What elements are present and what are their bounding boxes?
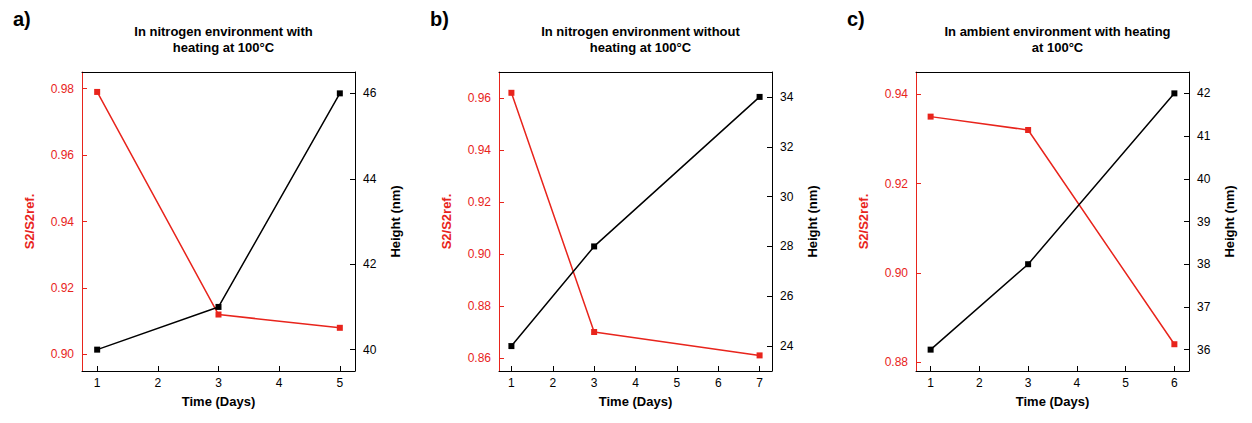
- svg-text:Time (Days): Time (Days): [1016, 394, 1089, 409]
- svg-text:5: 5: [336, 376, 343, 390]
- svg-text:7: 7: [756, 376, 763, 390]
- svg-text:5: 5: [674, 376, 681, 390]
- svg-text:38: 38: [1197, 257, 1211, 271]
- svg-text:0.90: 0.90: [468, 247, 492, 261]
- svg-text:26: 26: [780, 289, 794, 303]
- svg-text:In nitrogen environment withou: In nitrogen environment without: [541, 24, 740, 39]
- svg-text:37: 37: [1197, 300, 1211, 314]
- svg-text:a): a): [13, 8, 31, 30]
- svg-text:heating at 100°C: heating at 100°C: [590, 40, 692, 55]
- svg-text:0.90: 0.90: [885, 266, 909, 280]
- svg-text:0.96: 0.96: [51, 148, 75, 162]
- svg-text:6: 6: [715, 376, 722, 390]
- svg-text:heating at 100°C: heating at 100°C: [173, 40, 275, 55]
- svg-text:0.92: 0.92: [51, 281, 75, 295]
- svg-text:6: 6: [1171, 376, 1178, 390]
- svg-text:4: 4: [632, 376, 639, 390]
- svg-text:Height (nm): Height (nm): [805, 185, 820, 257]
- svg-text:Height (nm): Height (nm): [1222, 185, 1237, 257]
- svg-text:40: 40: [363, 343, 377, 357]
- svg-text:3: 3: [591, 376, 598, 390]
- svg-text:Height (nm): Height (nm): [388, 185, 403, 257]
- svg-text:0.96: 0.96: [468, 91, 492, 105]
- svg-text:b): b): [430, 8, 449, 30]
- svg-text:41: 41: [1197, 129, 1211, 143]
- svg-text:36: 36: [1197, 343, 1211, 357]
- svg-text:at 100°C: at 100°C: [1032, 40, 1084, 55]
- svg-text:0.90: 0.90: [51, 347, 75, 361]
- svg-text:In ambient environment with he: In ambient environment with heating: [944, 24, 1170, 39]
- svg-text:0.94: 0.94: [885, 87, 909, 101]
- svg-text:Time (Days): Time (Days): [182, 394, 255, 409]
- svg-text:2: 2: [154, 376, 161, 390]
- svg-text:2: 2: [976, 376, 983, 390]
- svg-text:1: 1: [927, 376, 934, 390]
- svg-text:0.92: 0.92: [885, 177, 909, 191]
- svg-text:S2/S2ref.: S2/S2ref.: [22, 194, 37, 250]
- svg-text:0.86: 0.86: [468, 351, 492, 365]
- svg-text:42: 42: [1197, 86, 1211, 100]
- svg-text:1: 1: [94, 376, 101, 390]
- svg-text:0.88: 0.88: [885, 355, 909, 369]
- svg-text:S2/S2ref.: S2/S2ref.: [856, 194, 871, 250]
- svg-text:0.94: 0.94: [468, 143, 492, 157]
- svg-text:0.88: 0.88: [468, 299, 492, 313]
- svg-text:In nitrogen environment with: In nitrogen environment with: [134, 24, 312, 39]
- svg-text:40: 40: [1197, 172, 1211, 186]
- svg-text:4: 4: [1074, 376, 1081, 390]
- svg-text:c): c): [847, 8, 865, 30]
- svg-text:S2/S2ref.: S2/S2ref.: [439, 194, 454, 250]
- svg-text:3: 3: [215, 376, 222, 390]
- svg-text:28: 28: [780, 239, 794, 253]
- svg-text:0.94: 0.94: [51, 215, 75, 229]
- svg-text:44: 44: [363, 172, 377, 186]
- svg-text:5: 5: [1122, 376, 1129, 390]
- svg-text:39: 39: [1197, 215, 1211, 229]
- svg-text:1: 1: [508, 376, 515, 390]
- svg-text:4: 4: [276, 376, 283, 390]
- svg-text:32: 32: [780, 140, 794, 154]
- svg-text:0.92: 0.92: [468, 195, 492, 209]
- svg-text:42: 42: [363, 257, 377, 271]
- svg-text:24: 24: [780, 339, 794, 353]
- svg-text:30: 30: [780, 190, 794, 204]
- svg-text:34: 34: [780, 90, 794, 104]
- svg-text:0.98: 0.98: [51, 82, 75, 96]
- svg-text:3: 3: [1025, 376, 1032, 390]
- svg-text:2: 2: [549, 376, 556, 390]
- svg-text:46: 46: [363, 86, 377, 100]
- svg-text:Time (Days): Time (Days): [599, 394, 672, 409]
